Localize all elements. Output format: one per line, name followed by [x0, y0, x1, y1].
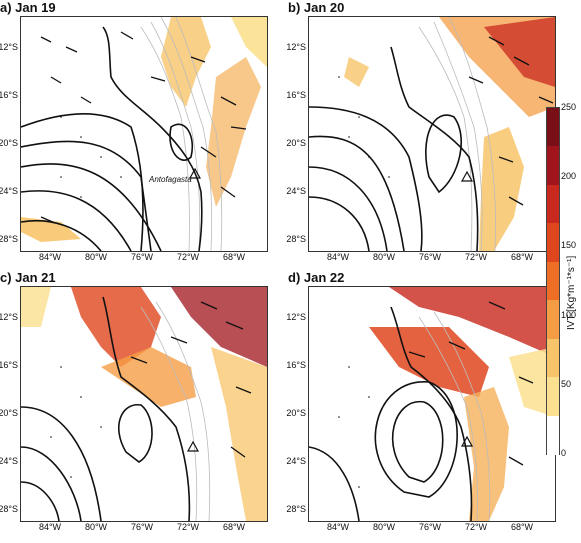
- lon-tick-label: 80°W: [372, 252, 396, 262]
- lat-tick-label: 20°S: [0, 408, 18, 418]
- colorbar: [546, 107, 560, 455]
- lon-tick-label: 76°W: [418, 252, 442, 262]
- station-marker: [460, 435, 474, 447]
- map-plot: [309, 17, 555, 251]
- lat-tick-label: 12°S: [286, 42, 306, 52]
- colorbar-segment: [547, 261, 559, 301]
- map-area: [308, 286, 556, 522]
- lon-tick-label: 84°W: [38, 522, 62, 532]
- colorbar-segment: [547, 415, 559, 455]
- lon-tick-label: 68°W: [510, 252, 534, 262]
- panel-jan20: b) Jan 20: [288, 0, 556, 252]
- lat-tick-label: 28°S: [0, 504, 18, 514]
- panel-jan19: a) Jan 19: [0, 0, 268, 252]
- map-plot: [21, 287, 267, 521]
- colorbar-tick-label: 100: [561, 309, 577, 320]
- colorbar-tick-label: 50: [561, 378, 572, 389]
- map-area: [20, 286, 268, 522]
- lat-tick-label: 24°S: [286, 186, 306, 196]
- lat-tick-label: 16°S: [286, 360, 306, 370]
- map-plot: [21, 17, 267, 251]
- lat-tick-label: 20°S: [0, 138, 18, 148]
- colorbar-label: IVT [Kg*m⁻¹*s⁻¹]: [566, 255, 577, 330]
- lat-tick-label: 28°S: [286, 234, 306, 244]
- panel-title: d) Jan 22: [288, 270, 345, 285]
- lon-tick-label: 80°W: [372, 522, 396, 532]
- lon-tick-label: 72°W: [464, 252, 488, 262]
- lat-tick-label: 16°S: [0, 360, 18, 370]
- colorbar-segment: [547, 108, 559, 147]
- colorbar-segment: [547, 377, 559, 417]
- lon-tick-label: 84°W: [326, 252, 350, 262]
- lon-tick-label: 68°W: [222, 522, 246, 532]
- lat-tick-label: 24°S: [0, 186, 18, 196]
- lat-tick-label: 12°S: [286, 312, 306, 322]
- lat-tick-label: 16°S: [0, 90, 18, 100]
- panel-jan22: d) Jan 22: [288, 270, 556, 522]
- lat-tick-label: 12°S: [0, 312, 18, 322]
- lon-tick-label: 72°W: [464, 522, 488, 532]
- lat-tick-label: 12°S: [0, 42, 18, 52]
- map-area: Antofagasta: [20, 16, 268, 252]
- colorbar-tick-label: 150: [561, 240, 577, 251]
- map-area: [308, 16, 556, 252]
- panel-title: b) Jan 20: [288, 0, 345, 15]
- lon-tick-label: 80°W: [84, 252, 108, 262]
- colorbar-segment: [547, 300, 559, 340]
- colorbar-segment: [547, 223, 559, 263]
- lat-tick-label: 16°S: [286, 90, 306, 100]
- lon-tick-label: 72°W: [176, 252, 200, 262]
- panel-title: c) Jan 21: [0, 270, 56, 285]
- station-marker: [186, 440, 200, 452]
- station-marker: [460, 170, 474, 182]
- colorbar-segment: [547, 146, 559, 186]
- lat-tick-label: 28°S: [286, 504, 306, 514]
- lat-tick-label: 20°S: [286, 138, 306, 148]
- lat-tick-label: 24°S: [0, 456, 18, 466]
- colorbar-segment: [547, 184, 559, 224]
- lon-tick-label: 84°W: [326, 522, 350, 532]
- panel-title: a) Jan 19: [0, 0, 56, 15]
- lon-tick-label: 80°W: [84, 522, 108, 532]
- panel-jan21: c) Jan 21: [0, 270, 268, 522]
- lon-tick-label: 68°W: [510, 522, 534, 532]
- colorbar-tick-label: 0: [561, 448, 567, 458]
- lon-tick-label: 76°W: [130, 522, 154, 532]
- lon-tick-label: 76°W: [418, 522, 442, 532]
- colorbar-tick-label: 250: [561, 102, 577, 112]
- lon-tick-label: 76°W: [130, 252, 154, 262]
- lon-tick-label: 68°W: [222, 252, 246, 262]
- lat-tick-label: 28°S: [0, 234, 18, 244]
- station-marker: [188, 167, 202, 179]
- lon-tick-label: 84°W: [38, 252, 62, 262]
- colorbar-segment: [547, 338, 559, 378]
- lon-tick-label: 72°W: [176, 522, 200, 532]
- lat-tick-label: 24°S: [286, 456, 306, 466]
- colorbar-tick-label: 200: [561, 171, 577, 182]
- lat-tick-label: 20°S: [286, 408, 306, 418]
- place-label: Antofagasta: [149, 175, 192, 184]
- map-plot: [309, 287, 555, 521]
